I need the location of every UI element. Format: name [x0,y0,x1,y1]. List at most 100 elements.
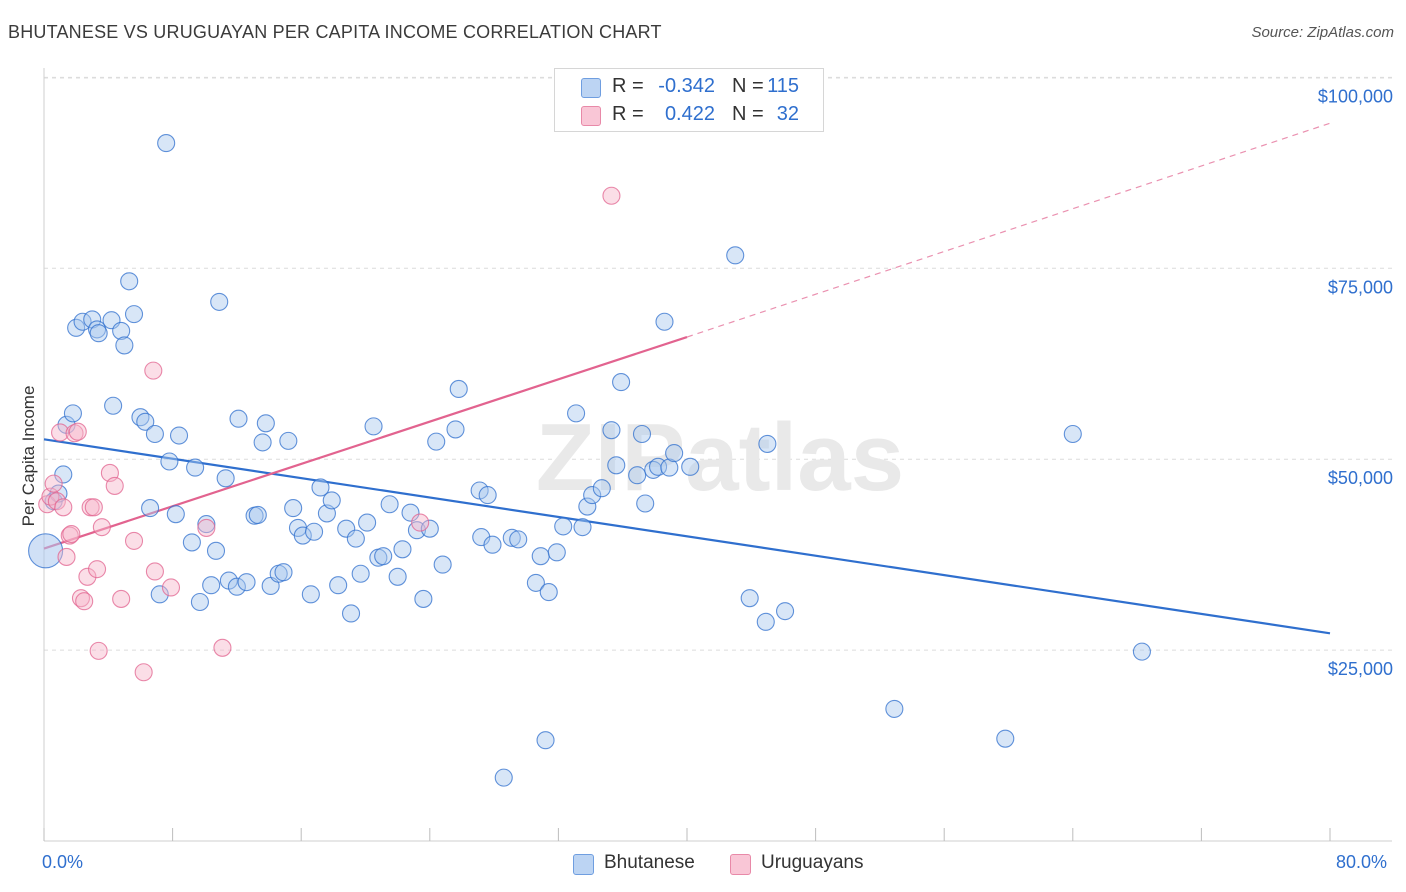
legend-label: Bhutanese [604,852,695,873]
stat-swatch-pink [581,106,601,126]
point-bhutanese-28 [190,592,209,612]
point-uruguayans-27 [197,518,216,537]
point-bhutanese-27 [186,458,205,477]
point-bhutanese-29 [197,515,216,534]
point-bhutanese-76 [478,486,497,505]
point-bhutanese-81 [526,573,545,592]
point-bhutanese-37 [237,573,256,592]
y-tick-label-2: $75,000 [1328,277,1393,297]
point-bhutanese-86 [554,517,573,536]
point-bhutanese-20 [145,424,164,444]
point-uruguayans-21 [112,589,131,608]
x-max-label: 80.0% [1336,852,1388,872]
point-uruguayans-10 [68,422,87,441]
y-tick-labels: $25,000 $50,000 $75,000 $100,000 [1318,86,1393,679]
point-bhutanese-72 [446,420,465,439]
point-bhutanese-78 [494,768,513,787]
point-bhutanese-45 [279,431,298,450]
trend-line-bhutanese [43,438,1331,635]
point-bhutanese-83 [536,731,555,750]
point-uruguayans-12 [75,592,94,611]
point-uruguayans-4 [51,423,70,442]
point-bhutanese-31 [206,541,226,560]
point-uruguayans-30 [602,186,621,205]
point-bhutanese-73 [449,379,468,398]
point-uruguayans-6 [57,547,76,566]
point-bhutanese-46 [284,499,303,518]
data-points [28,134,1151,787]
point-bhutanese-32 [210,292,229,311]
point-uruguayans-15 [84,498,103,517]
axes [43,68,1392,842]
point-bhutanese-21 [150,585,169,604]
point-uruguayans-9 [65,424,84,443]
point-bhutanese-71 [433,555,452,574]
point-bhutanese-53 [322,491,341,510]
point-uruguayans-17 [89,641,108,660]
point-bhutanese-24 [166,505,185,524]
y-axis-label: Per Capita Income [19,386,38,527]
point-bhutanese-58 [351,564,370,583]
point-bhutanese-15 [120,272,139,291]
r-value: 0.422 [664,103,715,125]
point-bhutanese-56 [341,604,361,623]
stat-swatch-blue [581,78,601,98]
point-bhutanese-51 [311,478,330,497]
point-uruguayans-13 [78,567,97,586]
point-bhutanese-57 [346,529,365,548]
n-value: 32 [776,103,799,125]
point-bhutanese-55 [337,519,356,538]
point-bhutanese-88 [573,518,592,537]
point-bhutanese-89 [578,497,597,516]
point-bhutanese-63 [380,495,399,514]
point-bhutanese-26 [182,533,201,552]
point-bhutanese-16 [124,305,144,324]
point-bhutanese-49 [301,585,320,604]
legend-swatch-pink [730,854,751,875]
point-bhutanese-110 [996,729,1015,748]
point-bhutanese-23 [160,452,179,471]
point-bhutanese-65 [393,540,412,559]
point-bhutanese-19 [141,499,160,518]
point-uruguayans-29 [411,513,430,532]
point-bhutanese-30 [202,576,221,595]
y-tick-label-3: $100,000 [1318,86,1393,106]
n-label: N = [732,103,764,125]
point-bhutanese-10 [89,324,108,343]
point-bhutanese-95 [628,466,647,485]
point-bhutanese-66 [401,503,420,522]
y-tick-label-0: $25,000 [1328,659,1393,679]
point-bhutanese-68 [414,589,433,608]
point-bhutanese-5 [63,404,82,423]
watermark: ZIPatlas [536,404,904,511]
legend-label: Uruguayans [761,852,864,873]
point-bhutanese-54 [329,576,348,595]
point-bhutanese-96 [632,424,652,444]
r-label: R = [612,103,644,125]
point-bhutanese-85 [547,543,566,562]
r-value: -0.342 [658,75,715,97]
point-bhutanese-84 [539,583,558,602]
point-bhutanese-112 [1132,642,1151,661]
point-bhutanese-97 [636,494,655,513]
point-bhutanese-59 [358,513,377,532]
point-bhutanese-98 [644,460,663,479]
point-bhutanese-105 [740,589,759,608]
point-bhutanese-102 [665,444,684,463]
point-bhutanese-50 [305,522,324,541]
point-bhutanese-3 [54,465,73,484]
point-uruguayans-24 [144,361,163,380]
point-bhutanese-12 [104,396,123,415]
point-bhutanese-87 [567,404,586,423]
point-bhutanese-90 [583,486,602,505]
point-bhutanese-92 [602,421,621,440]
point-bhutanese-14 [115,336,134,355]
point-bhutanese-44 [274,563,293,582]
point-bhutanese-77 [483,535,502,554]
point-uruguayans-5 [54,498,73,517]
point-uruguayans-23 [134,663,153,682]
x-min-label: 0.0% [42,852,84,872]
point-bhutanese-108 [776,602,795,621]
point-bhutanese-36 [229,409,248,428]
